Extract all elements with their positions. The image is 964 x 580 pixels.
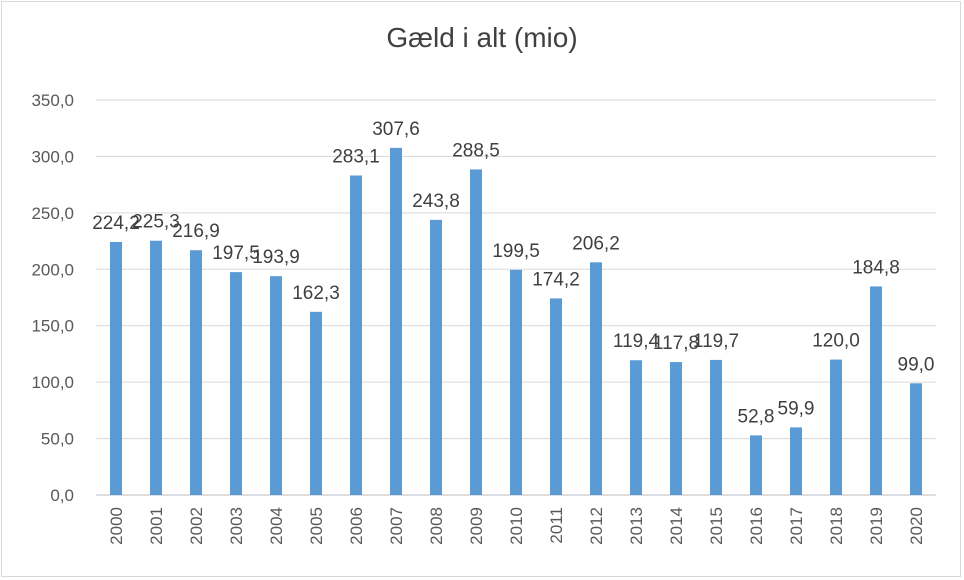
data-label-2018: 120,0: [812, 331, 860, 352]
bar-2018: [830, 359, 842, 495]
bar-2006: [350, 175, 362, 495]
data-label-2016: 52,8: [738, 406, 775, 427]
data-label-2012: 206,2: [572, 233, 620, 254]
x-axis-ticks: 2000 2001 2002 2003 2004 2005 2006 2007 2008 2009…: [107, 507, 926, 545]
x-tick-label-2012: 2012: [587, 507, 606, 545]
x-tick-label-2009: 2009: [467, 507, 486, 545]
y-tick-label: 300,0: [31, 147, 74, 166]
bar-2002: [190, 250, 202, 495]
y-tick-label: 50,0: [41, 430, 74, 449]
bar-2010: [510, 269, 522, 495]
bar-2009: [470, 169, 482, 495]
x-tick-label-2015: 2015: [707, 507, 726, 545]
y-tick-label: 250,0: [31, 204, 74, 223]
y-tick-label: 150,0: [31, 317, 74, 336]
data-label-2003: 197,5: [212, 243, 260, 264]
bars: [110, 147, 922, 495]
data-label-2009: 288,5: [452, 140, 500, 161]
x-tick-label-2010: 2010: [507, 507, 526, 545]
bar-2007: [390, 147, 402, 495]
y-axis-ticks: 0,0 50,0 100,0 150,0 200,0 250,0 300,0 350,0: [31, 91, 74, 505]
x-tick-label-2006: 2006: [347, 507, 366, 545]
x-tick-label-2011: 2011: [547, 507, 566, 544]
bar-2005: [310, 311, 322, 495]
x-tick-label-2004: 2004: [267, 507, 286, 545]
bar-2016: [750, 435, 762, 495]
bar-2013: [630, 360, 642, 495]
x-tick-label-2018: 2018: [827, 507, 846, 545]
data-label-2002: 216,9: [172, 221, 220, 242]
bar-2020: [910, 383, 922, 495]
x-tick-label-2000: 2000: [107, 507, 126, 545]
x-tick-label-2017: 2017: [787, 507, 806, 545]
bar-2012: [590, 262, 602, 495]
x-tick-label-2020: 2020: [907, 507, 926, 545]
x-tick-label-2014: 2014: [667, 507, 686, 545]
data-label-2015: 119,7: [693, 331, 739, 352]
x-tick-label-2008: 2008: [427, 507, 446, 545]
data-label-2007: 307,6: [372, 119, 420, 140]
data-label-2020: 99,0: [898, 354, 935, 375]
data-label-2014: 117,8: [653, 333, 699, 354]
bar-2001: [150, 240, 162, 495]
y-tick-label: 100,0: [31, 373, 74, 392]
data-label-2000: 224,2: [92, 213, 140, 234]
data-label-2019: 184,8: [852, 257, 900, 278]
bar-2003: [230, 272, 242, 495]
bar-2004: [270, 276, 282, 495]
x-tick-label-2001: 2001: [147, 507, 166, 545]
data-label-2008: 243,8: [412, 191, 460, 212]
y-tick-label: 200,0: [31, 260, 74, 279]
data-label-2013: 119,4: [613, 331, 660, 352]
bar-2019: [870, 286, 882, 495]
bar-2011: [550, 298, 562, 495]
x-tick-label-2019: 2019: [867, 507, 886, 545]
data-label-2004: 193,9: [252, 247, 300, 268]
y-tick-label: 350,0: [31, 91, 74, 110]
data-label-2001: 225,3: [132, 212, 180, 233]
y-tick-label: 0,0: [50, 486, 74, 505]
data-label-2011: 174,2: [532, 269, 580, 290]
bar-2000: [110, 241, 122, 495]
chart-title: Gæld i alt (mio): [386, 22, 578, 53]
x-tick-label-2005: 2005: [307, 507, 326, 545]
x-tick-label-2016: 2016: [747, 507, 766, 545]
bar-2008: [430, 219, 442, 495]
data-label-2005: 162,3: [292, 283, 340, 304]
bar-2017: [790, 427, 802, 495]
x-tick-label-2002: 2002: [187, 507, 206, 545]
x-tick-label-2007: 2007: [387, 507, 406, 545]
data-label-2017: 59,9: [778, 398, 815, 419]
x-tick-label-2003: 2003: [227, 507, 246, 545]
data-label-2010: 199,5: [492, 241, 540, 262]
bar-2014: [670, 362, 682, 495]
bar-2015: [710, 359, 722, 495]
x-tick-label-2013: 2013: [627, 507, 646, 545]
data-label-2006: 283,1: [332, 147, 380, 168]
